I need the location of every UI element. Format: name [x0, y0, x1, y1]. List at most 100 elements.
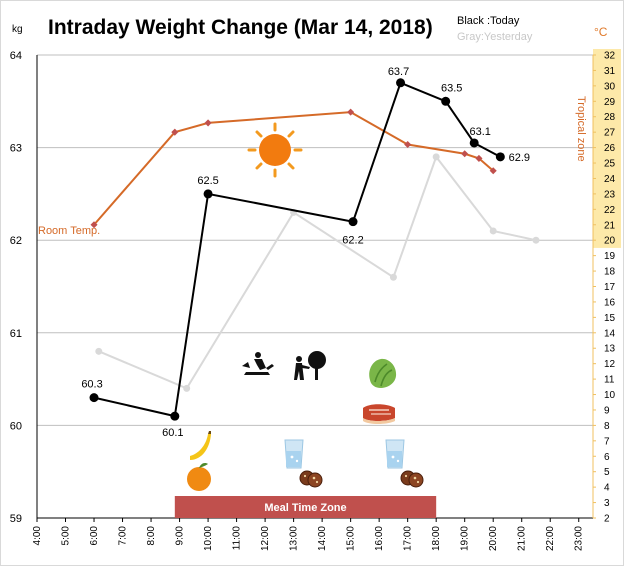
left-unit: kg — [12, 24, 23, 35]
data-point-yesterday — [389, 273, 397, 281]
tropical-zone-label: Tropical zone — [575, 96, 587, 162]
meal-time-zone-label: Meal Time Zone — [264, 502, 346, 514]
x-tick-label: 14:00 — [317, 526, 328, 551]
data-point-today — [203, 189, 213, 199]
data-label-today: 63.1 — [469, 126, 490, 138]
data-label-today: 62.2 — [342, 235, 363, 247]
cookies-icon — [299, 470, 323, 488]
data-label-today: 63.7 — [388, 66, 409, 78]
x-tick-label: 8:00 — [146, 526, 157, 546]
data-point-today — [89, 393, 99, 403]
right-tick-label: 32 — [604, 51, 616, 62]
x-tick-label: 10:00 — [203, 526, 214, 551]
x-tick-label: 7:00 — [118, 526, 129, 546]
series-today: 60.3 60.1 62.5 62.2 63.7 63.5 63.1 62.9 — [81, 66, 530, 439]
sun-icon — [247, 122, 303, 178]
data-label-today: 63.5 — [441, 82, 462, 94]
left-tick-label: 64 — [10, 50, 22, 62]
right-tick-label: 24 — [604, 174, 616, 185]
left-tick-label: 63 — [10, 143, 22, 155]
data-point-room-temp — [404, 140, 412, 149]
right-tick-label: 6 — [604, 452, 610, 463]
right-tick-label: 18 — [604, 267, 616, 278]
data-point-today — [348, 217, 358, 227]
right-tick-label: 10 — [604, 390, 616, 401]
data-label-today: 62.9 — [509, 152, 530, 164]
data-point-room-temp — [461, 150, 469, 158]
x-tick-label: 9:00 — [175, 526, 186, 546]
right-tick-label: 25 — [604, 159, 616, 170]
data-point-room-temp — [90, 221, 98, 229]
data-point-yesterday — [489, 227, 497, 235]
data-point-room-temp — [347, 108, 355, 116]
x-tick-label: 11:00 — [232, 526, 243, 551]
x-tick-label: 6:00 — [89, 526, 100, 546]
right-tick-label: 7 — [604, 436, 610, 447]
cookies-icon — [400, 470, 424, 488]
steak-icon — [363, 404, 395, 424]
right-tick-label: 23 — [604, 189, 616, 200]
data-point-today — [170, 411, 180, 421]
x-tick-label: 5:00 — [61, 526, 72, 546]
right-tick-label: 13 — [604, 344, 616, 355]
x-tick-label: 18:00 — [431, 526, 442, 551]
right-tick-labels: 2345678910111213141516171819202122232425… — [593, 51, 616, 525]
series-line-today — [93, 81, 501, 418]
legend-yesterday: Gray:Yesterday — [457, 31, 533, 43]
right-tick-label: 19 — [604, 251, 616, 262]
x-tick-labels: 4:00 5:00 6:00 7:00 8:00 9:00 10:00 11:00 12:00 1… — [32, 518, 585, 551]
right-tick-label: 21 — [604, 220, 616, 231]
right-tick-label: 17 — [604, 282, 616, 293]
right-tick-label: 4 — [604, 483, 610, 494]
right-tick-label: 22 — [604, 205, 616, 216]
data-point-room-temp — [489, 167, 497, 175]
x-tick-label: 21:00 — [517, 526, 528, 551]
data-point-today — [469, 138, 479, 148]
x-tick-label: 23:00 — [574, 526, 585, 551]
water-glass-icon — [284, 439, 304, 469]
right-tick-label: 26 — [604, 143, 616, 154]
data-point-today — [495, 152, 505, 162]
data-point-yesterday — [432, 153, 440, 161]
right-tick-label: 28 — [604, 112, 616, 123]
x-tick-label: 17:00 — [403, 526, 414, 551]
data-label-today: 60.3 — [81, 379, 102, 391]
x-tick-label: 13:00 — [289, 526, 300, 551]
data-point-room-temp — [171, 128, 179, 136]
data-point-room-temp — [204, 119, 212, 127]
data-point-yesterday — [183, 384, 191, 392]
right-tick-label: 3 — [604, 498, 610, 509]
right-tick-label: 30 — [604, 81, 616, 92]
water-glass-icon — [385, 439, 405, 469]
data-point-today — [441, 96, 451, 106]
right-tick-label: 15 — [604, 313, 616, 324]
data-label-today: 62.5 — [197, 175, 218, 187]
x-tick-label: 15:00 — [346, 526, 357, 551]
room-temp-label: Room Temp. — [38, 225, 100, 237]
right-tick-label: 16 — [604, 297, 616, 308]
x-tick-label: 16:00 — [374, 526, 385, 551]
x-tick-label: 22:00 — [545, 526, 556, 551]
left-tick-label: 60 — [10, 420, 22, 432]
x-tick-label: 12:00 — [260, 526, 271, 551]
right-tick-label: 31 — [604, 66, 616, 77]
gardening-icon — [242, 352, 274, 375]
right-tick-label: 8 — [604, 421, 610, 432]
left-tick-label: 62 — [10, 235, 22, 247]
meal-time-zone-bar — [174, 496, 437, 518]
tree-planting-icon — [294, 351, 326, 380]
legend-today: Black :Today — [457, 15, 520, 27]
data-point-yesterday — [532, 236, 540, 244]
right-tick-label: 27 — [604, 128, 616, 139]
right-unit: °C — [594, 25, 608, 39]
series-room-temp — [90, 108, 497, 229]
orange-icon — [187, 463, 211, 491]
right-tick-label: 12 — [604, 359, 616, 370]
right-tick-label: 5 — [604, 467, 610, 478]
right-tick-label: 11 — [604, 375, 615, 386]
right-tick-label: 29 — [604, 97, 616, 108]
data-point-room-temp — [475, 154, 483, 162]
left-tick-label: 59 — [10, 513, 22, 525]
